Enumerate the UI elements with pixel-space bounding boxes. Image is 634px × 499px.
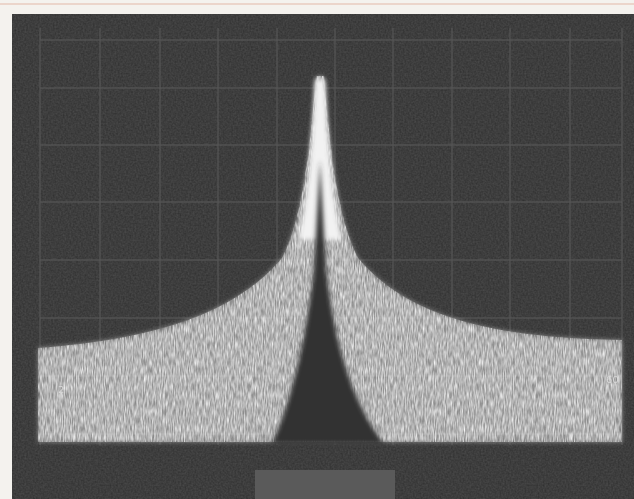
- spectrum-trace: [38, 76, 622, 442]
- spectrum-dip: [272, 160, 384, 444]
- scale-label: 2: [58, 385, 64, 396]
- scale-label: 60: [606, 375, 619, 386]
- bezel-mark: [255, 470, 395, 499]
